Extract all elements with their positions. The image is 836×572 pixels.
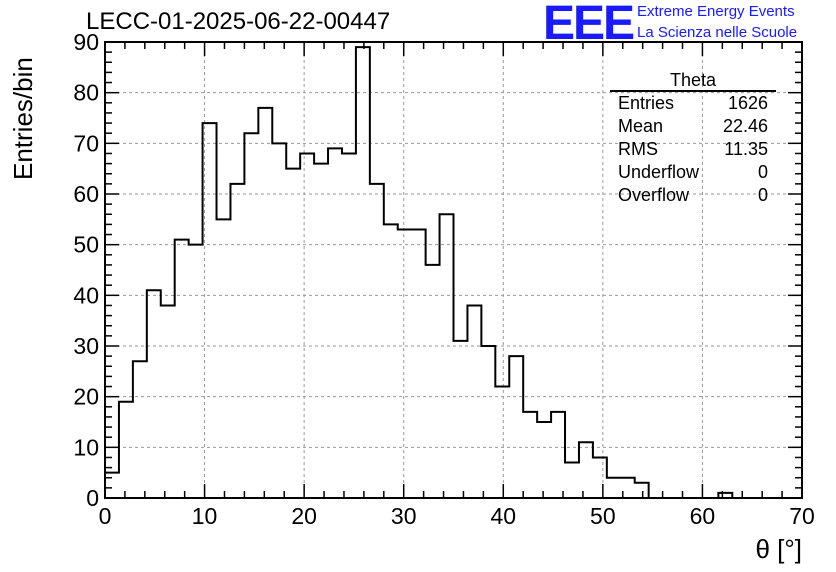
stats-title: Theta — [610, 70, 776, 92]
chart-title: LECC-01-2025-06-22-00447 — [86, 8, 391, 35]
stats-row-overflow: Overflow 0 — [610, 184, 776, 207]
x-tick-label: 20 — [291, 503, 317, 529]
stats-label: Underflow — [618, 162, 700, 182]
stats-value: 22.46 — [722, 116, 768, 136]
stats-label: Overflow — [618, 185, 690, 205]
histogram-series — [104, 46, 802, 499]
stats-label: Mean — [618, 116, 664, 136]
axis-ticks — [104, 41, 803, 499]
eee-logo: EEE — [543, 0, 635, 50]
y-tick-label: 50 — [73, 232, 99, 258]
y-tick-label: 10 — [73, 434, 99, 460]
x-tick-label: 60 — [690, 503, 716, 529]
y-tick-label: 30 — [73, 333, 99, 359]
y-tick-label: 0 — [86, 485, 99, 511]
logo-line-1: Extreme Energy Events — [637, 3, 795, 20]
stats-row-rms: RMS 11.35 — [610, 138, 776, 161]
x-tick-label: 10 — [192, 503, 218, 529]
logo-line-2: La Scienza nelle Scuole — [637, 24, 798, 41]
stats-value: 11.35 — [724, 139, 768, 159]
y-tick-label: 20 — [73, 384, 99, 410]
plot-frame — [104, 41, 803, 499]
x-tick-label: 30 — [391, 503, 417, 529]
y-tick-label: 70 — [73, 130, 99, 156]
stats-value: 0 — [757, 162, 768, 182]
x-tick-label: 70 — [789, 503, 815, 529]
x-axis-label: θ [°] — [755, 534, 802, 564]
x-tick-label: 0 — [99, 503, 112, 529]
y-tick-label: 40 — [73, 282, 99, 308]
y-axis-label: Entries/bin — [8, 57, 38, 180]
x-tick-label: 40 — [490, 503, 516, 529]
y-tick-label: 80 — [73, 80, 99, 106]
stats-box: Theta Entries 1626 Mean 22.46 RMS 11.35 Und… — [610, 70, 776, 207]
stats-row-underflow: Underflow 0 — [610, 161, 776, 184]
y-tick-label: 90 — [73, 29, 99, 55]
x-tick-label: 50 — [590, 503, 616, 529]
y-tick-label: 60 — [73, 181, 99, 207]
stats-row-mean: Mean 22.46 — [610, 115, 776, 138]
stats-label: Entries — [618, 93, 675, 113]
stats-value: 0 — [757, 185, 768, 205]
stats-row-entries: Entries 1626 — [610, 92, 776, 115]
grid-lines — [105, 42, 802, 498]
stats-value: 1626 — [727, 93, 768, 113]
stats-label: RMS — [618, 139, 658, 159]
tick-labels: 0 10 20 30 40 50 60 70 0 10 20 30 40 50 60 70 80 90 — [73, 29, 814, 529]
